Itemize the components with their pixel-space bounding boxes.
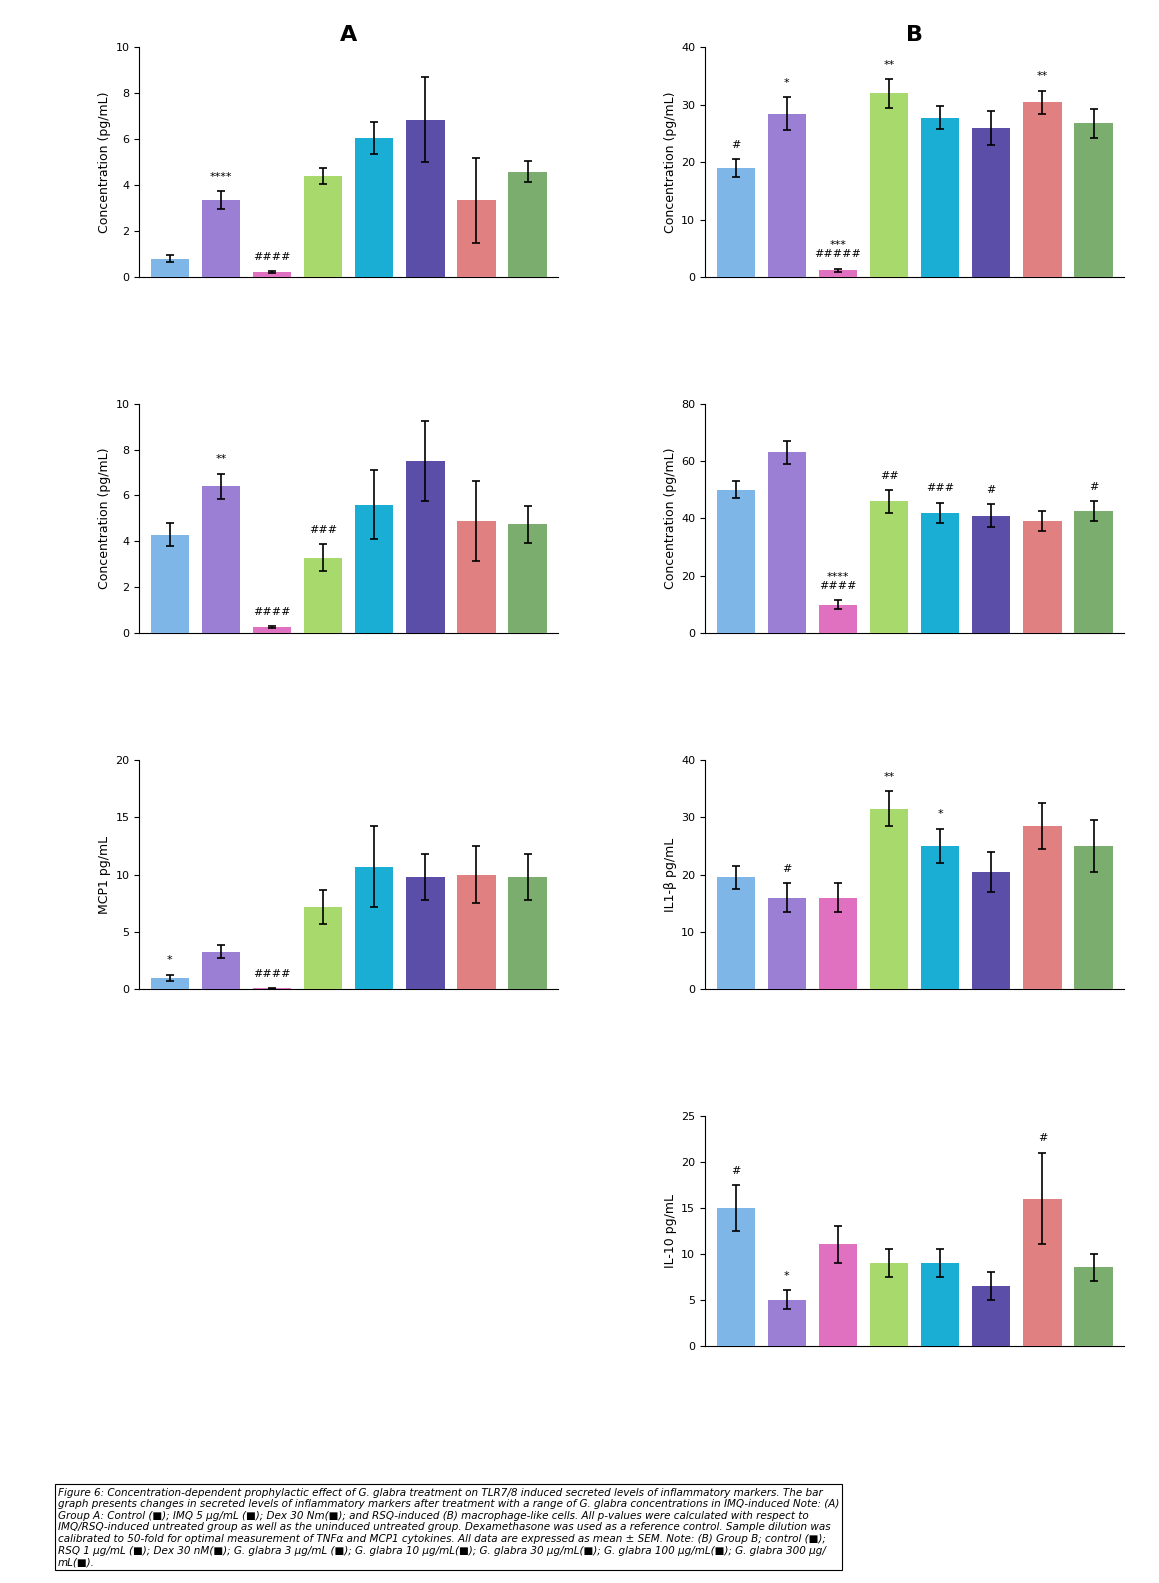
Bar [1074,1268,1113,1346]
Bar [870,809,909,989]
Bar [972,872,1011,989]
Bar [509,524,547,633]
Bar [1023,101,1062,277]
Text: ####: #### [254,252,291,261]
Text: ***: *** [830,241,846,250]
Bar [767,1300,806,1346]
Bar [767,114,806,277]
Bar [151,535,189,633]
Bar [716,168,755,277]
Bar [458,201,496,277]
Bar [355,505,393,633]
Text: ####: #### [819,581,857,590]
Bar [406,877,445,989]
Bar [1074,123,1113,277]
Text: ####: #### [254,969,291,978]
Bar [202,201,240,277]
Bar [1023,1198,1062,1346]
Bar [1074,845,1113,989]
Text: **: ** [216,454,226,464]
Text: **: ** [883,60,895,70]
Bar [406,461,445,633]
Bar [509,171,547,277]
Bar [767,898,806,989]
Bar [972,128,1011,277]
Text: ###: ### [926,483,954,494]
Bar [304,557,342,633]
Text: *: * [783,1271,789,1281]
Y-axis label: MCP1 pg/mL: MCP1 pg/mL [99,836,111,913]
Y-axis label: IL-10 pg/mL: IL-10 pg/mL [664,1194,677,1268]
Text: Figure 6: Concentration-dependent prophylactic effect of G. glabra treatment on : Figure 6: Concentration-dependent prophy… [58,1488,839,1567]
Bar [253,272,291,277]
Text: ####: #### [254,606,291,616]
Bar [818,271,858,277]
Text: #: # [731,1165,741,1176]
Bar [716,1208,755,1346]
Y-axis label: Concentration (pg/mL): Concentration (pg/mL) [664,92,677,233]
Bar [921,117,960,277]
Bar [818,605,858,633]
Bar [870,502,909,633]
Title: B: B [906,25,923,44]
Bar [202,951,240,989]
Y-axis label: Concentration (pg/mL): Concentration (pg/mL) [99,92,111,233]
Bar [304,907,342,989]
Y-axis label: Concentration (pg/mL): Concentration (pg/mL) [99,448,111,589]
Bar [921,1263,960,1346]
Text: **: ** [883,773,895,782]
Text: #####: ##### [815,250,861,260]
Y-axis label: IL1-β pg/mL: IL1-β pg/mL [664,837,677,912]
Bar [716,489,755,633]
Bar [1074,511,1113,633]
Text: #: # [1037,1133,1047,1143]
Text: *: * [167,955,173,966]
Bar [1023,521,1062,633]
Bar [870,1263,909,1346]
Bar [304,176,342,277]
Bar [151,978,189,989]
Text: ****: **** [826,571,850,583]
Bar [253,627,291,633]
Bar [972,1285,1011,1346]
Bar [151,260,189,277]
Bar [458,521,496,633]
Y-axis label: Concentration (pg/mL): Concentration (pg/mL) [664,448,677,589]
Bar [355,138,393,277]
Bar [1023,826,1062,989]
Bar [716,877,755,989]
Text: #: # [986,484,996,495]
Bar [509,877,547,989]
Bar [355,866,393,989]
Bar [921,845,960,989]
Bar [870,93,909,277]
Bar [202,486,240,633]
Text: #: # [782,864,792,874]
Bar [921,513,960,633]
Text: ###: ### [309,524,337,535]
Bar [818,898,858,989]
Bar [458,874,496,989]
Text: ##: ## [880,470,898,481]
Bar [406,120,445,277]
Text: ****: **** [210,173,232,182]
Bar [767,453,806,633]
Bar [972,516,1011,633]
Text: **: ** [1037,71,1048,81]
Title: A: A [340,25,357,44]
Text: *: * [938,809,943,820]
Text: *: * [783,78,789,89]
Bar [818,1244,858,1346]
Text: #: # [731,141,741,150]
Text: #: # [1088,483,1099,492]
